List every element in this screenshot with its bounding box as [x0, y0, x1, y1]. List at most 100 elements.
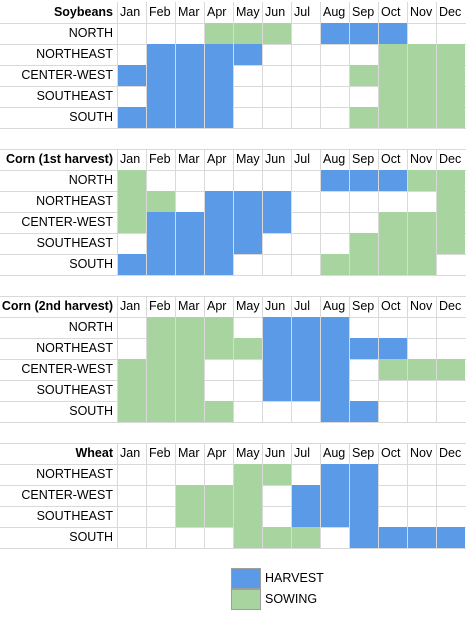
sowing-cell	[262, 464, 291, 485]
grid-line	[117, 2, 118, 128]
region-label: CENTER-WEST	[21, 362, 113, 376]
month-label: Feb	[149, 152, 171, 166]
harvest-cell	[320, 380, 349, 401]
month-label: Sep	[352, 446, 375, 460]
month-label: Apr	[207, 446, 227, 460]
month-label: Jun	[265, 5, 286, 19]
month-label: Apr	[207, 152, 227, 166]
sowing-cell	[407, 359, 436, 380]
grid-line	[378, 296, 379, 422]
grid-line	[0, 548, 466, 549]
grid-line	[204, 443, 205, 548]
harvest-cell	[291, 485, 320, 506]
month-label: Sep	[352, 299, 375, 313]
grid-line	[0, 422, 466, 423]
grid-line	[204, 149, 205, 275]
sowing-cell	[436, 107, 465, 128]
grid-line	[320, 149, 321, 275]
grid-line	[233, 296, 234, 422]
month-label: Jan	[120, 5, 141, 19]
region-label: NORTHEAST	[36, 194, 113, 208]
harvest-cell	[175, 233, 204, 254]
month-label: Aug	[323, 152, 346, 166]
harvest-cell	[320, 464, 349, 485]
harvest-cell	[262, 359, 291, 380]
harvest-cell	[320, 401, 349, 422]
crop-title: Corn (2nd harvest)	[1, 299, 113, 313]
harvest-cell	[204, 191, 233, 212]
month-label: Nov	[410, 446, 433, 460]
harvest-cell	[146, 254, 175, 275]
month-label: Apr	[207, 299, 227, 313]
grid-line	[291, 296, 292, 422]
harvest-cell	[262, 317, 291, 338]
region-label: NORTH	[68, 320, 113, 334]
sowing-cell	[407, 86, 436, 107]
harvest-cell	[320, 170, 349, 191]
harvest-cell	[378, 338, 407, 359]
sowing-cell	[407, 254, 436, 275]
harvest-cell	[204, 107, 233, 128]
month-label: Sep	[352, 152, 375, 166]
grid-line	[233, 443, 234, 548]
sowing-cell	[146, 401, 175, 422]
sowing-cell	[349, 107, 378, 128]
sowing-cell	[175, 317, 204, 338]
region-label: NORTH	[68, 173, 113, 187]
sowing-cell	[407, 170, 436, 191]
month-label: Jan	[120, 446, 141, 460]
month-label: Feb	[149, 299, 171, 313]
grid-line	[175, 296, 176, 422]
sowing-cell	[262, 527, 291, 548]
sowing-cell	[349, 233, 378, 254]
sowing-cell	[349, 65, 378, 86]
grid-line	[349, 296, 350, 422]
harvest-cell	[146, 44, 175, 65]
month-label: Nov	[410, 299, 433, 313]
harvest-cell	[146, 107, 175, 128]
grid-line	[146, 443, 147, 548]
harvest-cell	[204, 44, 233, 65]
harvest-cell	[146, 65, 175, 86]
month-label: Jan	[120, 299, 141, 313]
month-label: Jul	[294, 446, 310, 460]
harvest-cell	[204, 212, 233, 233]
harvest-cell	[117, 254, 146, 275]
harvest-cell	[320, 317, 349, 338]
harvest-cell	[349, 338, 378, 359]
month-label: Oct	[381, 446, 401, 460]
month-label: Mar	[178, 152, 200, 166]
sowing-cell	[204, 506, 233, 527]
harvest-cell	[146, 86, 175, 107]
month-label: May	[236, 299, 260, 313]
region-label: NORTHEAST	[36, 47, 113, 61]
harvest-cell	[407, 527, 436, 548]
month-label: Apr	[207, 5, 227, 19]
sowing-cell	[407, 65, 436, 86]
harvest-cell	[146, 212, 175, 233]
grid-line	[291, 443, 292, 548]
harvest-cell	[291, 338, 320, 359]
grid-line	[320, 296, 321, 422]
harvest-cell	[204, 254, 233, 275]
sowing-cell	[436, 170, 465, 191]
sowing-cell	[117, 401, 146, 422]
harvest-cell	[233, 191, 262, 212]
grid-line	[349, 149, 350, 275]
month-label: Aug	[323, 5, 346, 19]
sowing-cell	[407, 212, 436, 233]
harvest-cell	[349, 527, 378, 548]
legend-label-harvest: HARVEST	[265, 571, 324, 585]
harvest-cell	[436, 527, 465, 548]
harvest-cell	[291, 317, 320, 338]
grid-line	[262, 149, 263, 275]
harvest-cell	[291, 506, 320, 527]
harvest-cell	[262, 212, 291, 233]
sowing-cell	[204, 23, 233, 44]
grid-line	[436, 296, 437, 422]
harvest-cell	[291, 380, 320, 401]
sowing-cell	[436, 44, 465, 65]
month-label: Jul	[294, 299, 310, 313]
grid-line	[233, 2, 234, 128]
sowing-cell	[175, 380, 204, 401]
